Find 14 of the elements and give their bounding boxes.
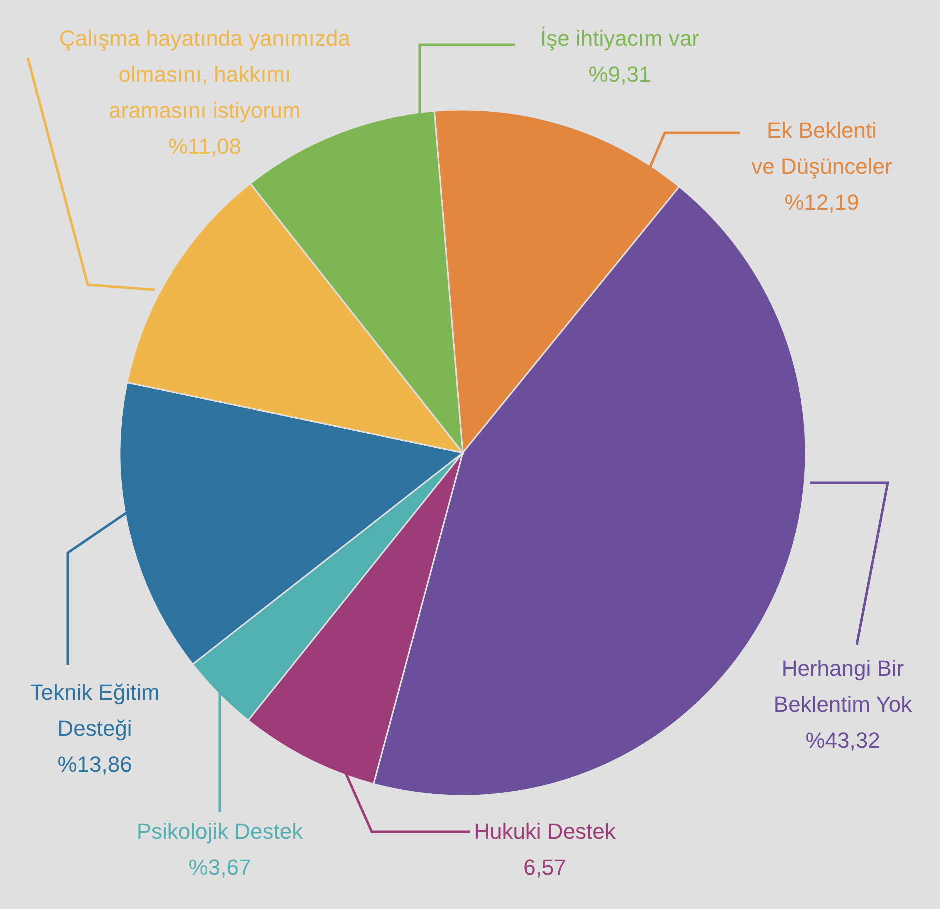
data-label: %13,86 [58,752,132,777]
slice-label: Çalışma hayatında yanımızda olmasını, hakkımı aramasını istiyorum [59,26,352,123]
data-label: 6,57 [524,855,566,880]
data-label: %3,67 [188,855,252,880]
data-label: %43,32 [806,728,880,753]
slice-label: Herhangi Bir Beklentim Yok [774,656,914,717]
slice-label: İşe ihtiyacım var [540,26,700,51]
slice-label: Hukuki Destek [474,819,617,844]
slice-label: Ek Beklenti ve Düşünceler [752,118,892,179]
slice-label: Teknik Eğitim Desteği [30,680,160,741]
slice-label: Psikolojik Destek [136,819,304,844]
data-label: %12,19 [784,190,860,215]
data-label: %9,31 [588,62,652,87]
data-label: %11,08 [168,134,242,159]
